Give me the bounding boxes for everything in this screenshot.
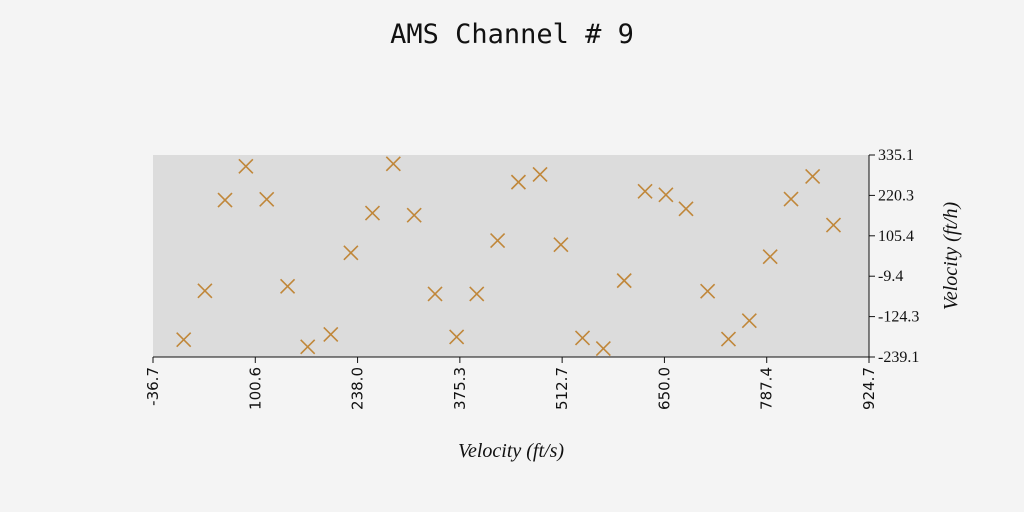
plot-area [153,155,869,357]
data-point [300,339,316,355]
data-point [658,187,674,203]
x-tick-label: 512.7 [553,367,571,410]
x-tick-label: 100.6 [246,367,264,410]
data-point [449,329,465,345]
y-axis-label: Velocity (ft/h) [940,202,962,311]
data-point [532,166,548,182]
data-point [490,232,506,249]
data-point [323,326,339,343]
x-tick-label: -36.7 [144,367,162,406]
x-tick-label: 375.3 [451,367,469,410]
data-point [280,278,296,294]
data-point [406,207,422,223]
x-tick-label: 238.0 [349,367,367,410]
data-point [762,249,778,265]
data-point [783,191,799,207]
data-point [259,191,275,207]
data-point [637,183,653,199]
data-point [574,330,591,346]
data-point [364,205,381,221]
y-axis-ticks: 335.1 220.3 105.4 -9.4 -124.3 -239.1 [869,147,919,366]
chart-title: AMS Channel # 9 [390,19,634,50]
data-point [238,158,254,174]
data-point [385,156,401,172]
data-point [176,332,192,348]
x-axis-ticks: -36.7 100.6 238.0 375.3 512.7 650.0 787.4 924.7 [144,357,878,410]
data-point [595,340,611,357]
data-point [343,245,359,261]
x-axis-label: Velocity (ft/s) [458,440,564,462]
data-point [805,168,821,185]
x-tick-label: 650.0 [655,367,673,410]
scatter-points [176,156,842,357]
data-point [197,283,213,299]
data-point [217,192,233,208]
x-tick-label: 787.4 [758,367,776,410]
y-tick-label: 105.4 [878,228,914,245]
data-point [553,237,569,253]
data-point [469,286,485,302]
data-point [510,174,527,190]
y-tick-label: -239.1 [878,349,919,366]
x-tick-label: 924.7 [860,367,878,410]
data-point [741,313,757,329]
data-point [825,217,842,233]
data-point [427,286,443,302]
y-tick-label: -9.4 [878,268,903,285]
data-point [720,331,737,347]
data-point [700,283,716,299]
y-tick-label: 335.1 [878,147,914,164]
data-point [678,201,694,217]
y-tick-label: -124.3 [878,309,919,326]
y-tick-label: 220.3 [878,187,914,204]
data-point [616,273,632,289]
